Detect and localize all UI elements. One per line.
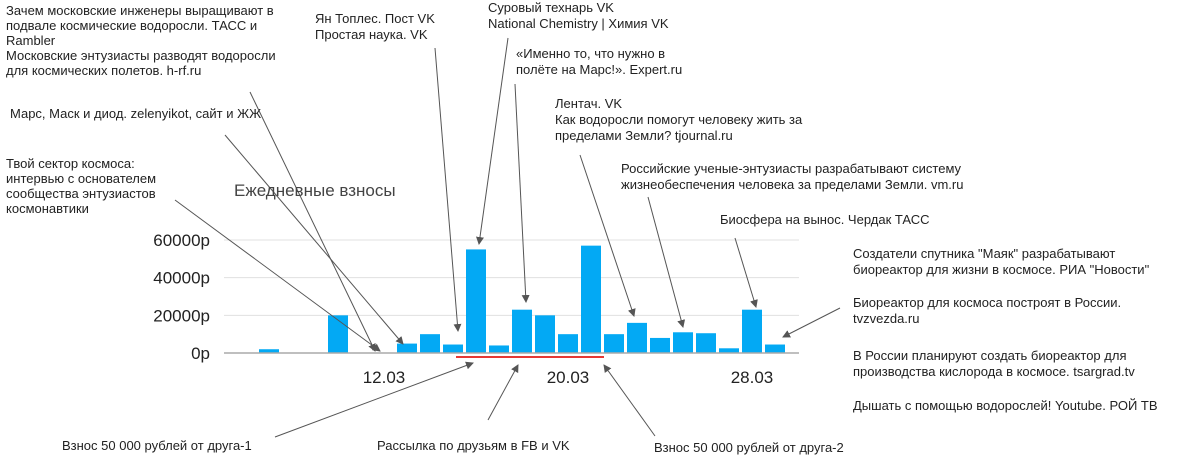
annotation-line: подвале космические водоросли. ТАСС и xyxy=(6,18,257,33)
y-tick-label: 20000р xyxy=(153,306,210,325)
annotation-line: Рассылка по друзьям в FB и VK xyxy=(377,438,570,453)
annotation-arrow xyxy=(603,364,656,437)
annotation: Взнос 50 000 рублей от друга-1 xyxy=(62,438,252,453)
annotation-line: Как водоросли помогут человеку жить за xyxy=(555,112,803,127)
annotation-line: Rambler xyxy=(6,33,56,48)
annotation-line: Лентач. VK xyxy=(555,96,622,111)
annotation: Взнос 50 000 рублей от друга-2 xyxy=(654,440,844,455)
annotation-line: производства кислорода в космосе. tsargr… xyxy=(853,364,1135,379)
annotation: Биосфера на вынос. Чердак ТАСС xyxy=(720,212,930,227)
annotation-line: Взнос 50 000 рублей от друга-2 xyxy=(654,440,844,455)
annotation-line: Дышать с помощью водорослей! Youtube. РО… xyxy=(853,398,1158,413)
annotation: Создатели спутника "Маяк" разрабатываютб… xyxy=(853,246,1150,277)
annotation-arrow xyxy=(579,154,636,317)
annotation-line: Взнос 50 000 рублей от друга-1 xyxy=(62,438,252,453)
annotation: В России планируют создать биореактор дл… xyxy=(853,348,1135,379)
annotation-line: Марс, Маск и диод. zelenyikot, сайт и ЖЖ xyxy=(10,106,261,121)
x-tick-label: 12.03 xyxy=(363,368,406,387)
x-tick-label: 28.03 xyxy=(731,368,774,387)
annotation-line: Российские ученые-энтузиасты разрабатыва… xyxy=(621,161,962,176)
y-tick-label: 40000р xyxy=(153,269,210,288)
bar xyxy=(627,322,647,353)
annotation-line: Московские энтузиасты разводят водоросли xyxy=(6,48,276,63)
annotation: Российские ученые-энтузиасты разрабатыва… xyxy=(621,161,963,192)
annotation-line: В России планируют создать биореактор дл… xyxy=(853,348,1126,363)
annotation-line: Биореактор для космоса построят в России… xyxy=(853,295,1121,310)
annotation-line: сообщества энтузиастов xyxy=(6,186,156,201)
annotation-line: биореактор для жизни в космосе. РИА "Нов… xyxy=(853,262,1150,277)
y-tick-label: 0р xyxy=(191,344,210,363)
annotation: Твой сектор космоса:интервью с основател… xyxy=(6,156,156,216)
bar xyxy=(558,334,578,353)
annotation-arrow xyxy=(174,199,381,352)
chart-title: Ежедневные взносы xyxy=(234,181,396,200)
annotation: Дышать с помощью водорослей! Youtube. РО… xyxy=(853,398,1158,413)
annotation-line: Ян Топлес. Пост VK xyxy=(315,11,435,26)
annotation-arrow xyxy=(224,134,404,345)
annotation-line: «Именно то, что нужно в xyxy=(516,46,665,61)
bar xyxy=(259,349,279,353)
y-tick-label: 60000р xyxy=(153,231,210,250)
bar xyxy=(742,309,762,353)
bar xyxy=(673,332,693,353)
annotation-line: Создатели спутника "Маяк" разрабатывают xyxy=(853,246,1115,261)
bar xyxy=(397,343,417,353)
annotation-line: Зачем московские инженеры выращивают в xyxy=(6,3,274,18)
bar xyxy=(420,334,440,353)
bar xyxy=(581,245,601,353)
annotation-line: National Chemistry | Химия VK xyxy=(488,16,669,31)
annotation-arrow xyxy=(514,83,530,303)
annotation-arrow xyxy=(487,364,519,421)
annotation-line: полёте на Марс!». Expert.ru xyxy=(516,62,682,77)
annotation-arrow xyxy=(274,361,474,438)
annotation-line: Суровый технарь VK xyxy=(488,0,614,15)
bar xyxy=(328,315,348,353)
annotation-arrow xyxy=(476,37,509,245)
bar xyxy=(443,344,463,353)
bar xyxy=(696,333,716,353)
bar xyxy=(765,344,785,353)
annotation: Зачем московские инженеры выращивают впо… xyxy=(6,3,276,78)
annotation-arrow xyxy=(434,47,462,332)
annotation-arrow xyxy=(647,196,686,328)
annotation-line: tvzvezda.ru xyxy=(853,311,919,326)
bar xyxy=(535,315,555,353)
annotation-line: пределами Земли? tjournal.ru xyxy=(555,128,733,143)
bar xyxy=(466,249,486,353)
annotation-line: Твой сектор космоса: xyxy=(6,156,135,171)
bar xyxy=(719,348,739,353)
annotation: Биореактор для космоса построят в России… xyxy=(853,295,1121,326)
bar xyxy=(650,337,670,353)
annotation-arrow xyxy=(734,237,758,308)
annotation-arrow xyxy=(782,307,841,338)
annotation-arrow xyxy=(249,91,376,352)
annotation-line: космонавтики xyxy=(6,201,89,216)
annotation: Марс, Маск и диод. zelenyikot, сайт и ЖЖ xyxy=(10,106,261,121)
annotation-line: интервью с основателем xyxy=(6,171,156,186)
bar xyxy=(489,345,509,353)
annotation-line: Биосфера на вынос. Чердак ТАСС xyxy=(720,212,930,227)
annotation: Рассылка по друзьям в FB и VK xyxy=(377,438,570,453)
annotation-line: Простая наука. VK xyxy=(315,27,428,42)
x-tick-label: 20.03 xyxy=(547,368,590,387)
annotation-line: жизнеобеспечения человека за пределами З… xyxy=(621,177,963,192)
bar xyxy=(604,334,624,353)
bar xyxy=(512,309,532,353)
annotation-line: для космических полетов. h-rf.ru xyxy=(6,63,201,78)
